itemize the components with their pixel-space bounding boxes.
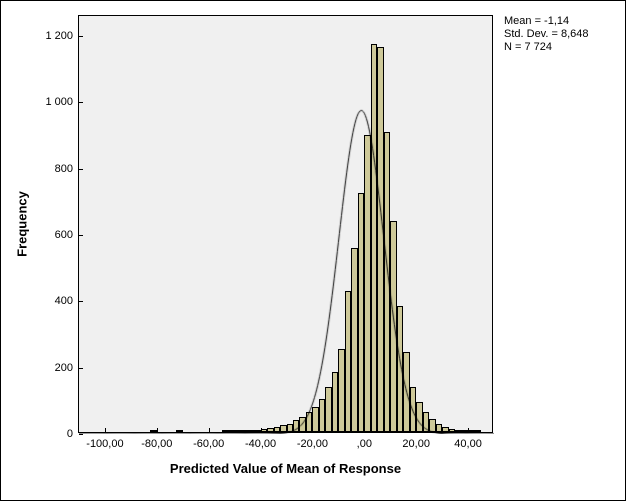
y-axis-label: Frequency (15, 191, 30, 257)
x-axis-label: Predicted Value of Mean of Response (170, 461, 401, 476)
histogram-bar (150, 430, 156, 432)
x-tick-label: -20,00 (297, 432, 328, 450)
stats-box: Mean = -1,14 Std. Dev. = 8,648 N = 7 724 (504, 15, 589, 55)
y-tick-label: 1 000 (45, 96, 79, 108)
y-tick-label: 800 (55, 163, 79, 175)
histogram-bars (79, 16, 492, 432)
x-tick-label: ,00 (357, 432, 372, 450)
y-tick-label: 0 (67, 428, 79, 440)
x-tick-label: -100,00 (86, 432, 123, 450)
histogram-bar (475, 430, 481, 432)
y-tick-label: 1 200 (45, 30, 79, 42)
x-tick-label: -40,00 (245, 432, 276, 450)
x-tick-label: -80,00 (141, 432, 172, 450)
y-tick-label: 200 (55, 362, 79, 374)
x-tick-label: 20,00 (402, 432, 430, 450)
stats-stddev: Std. Dev. = 8,648 (504, 28, 589, 41)
histogram-bar (176, 430, 182, 432)
x-tick-label: -60,00 (193, 432, 224, 450)
stats-mean: Mean = -1,14 (504, 15, 589, 28)
y-tick-label: 400 (55, 295, 79, 307)
stats-n: N = 7 724 (504, 41, 589, 54)
x-tick-label: 40,00 (454, 432, 482, 450)
figure: 0 200 400 600 800 1 000 1 200 -100,00 -80,00 -60… (0, 0, 626, 501)
plot-area: 02004006008001 0001 200 -100,00-80,00-60… (78, 15, 493, 433)
y-tick-label: 600 (55, 229, 79, 241)
